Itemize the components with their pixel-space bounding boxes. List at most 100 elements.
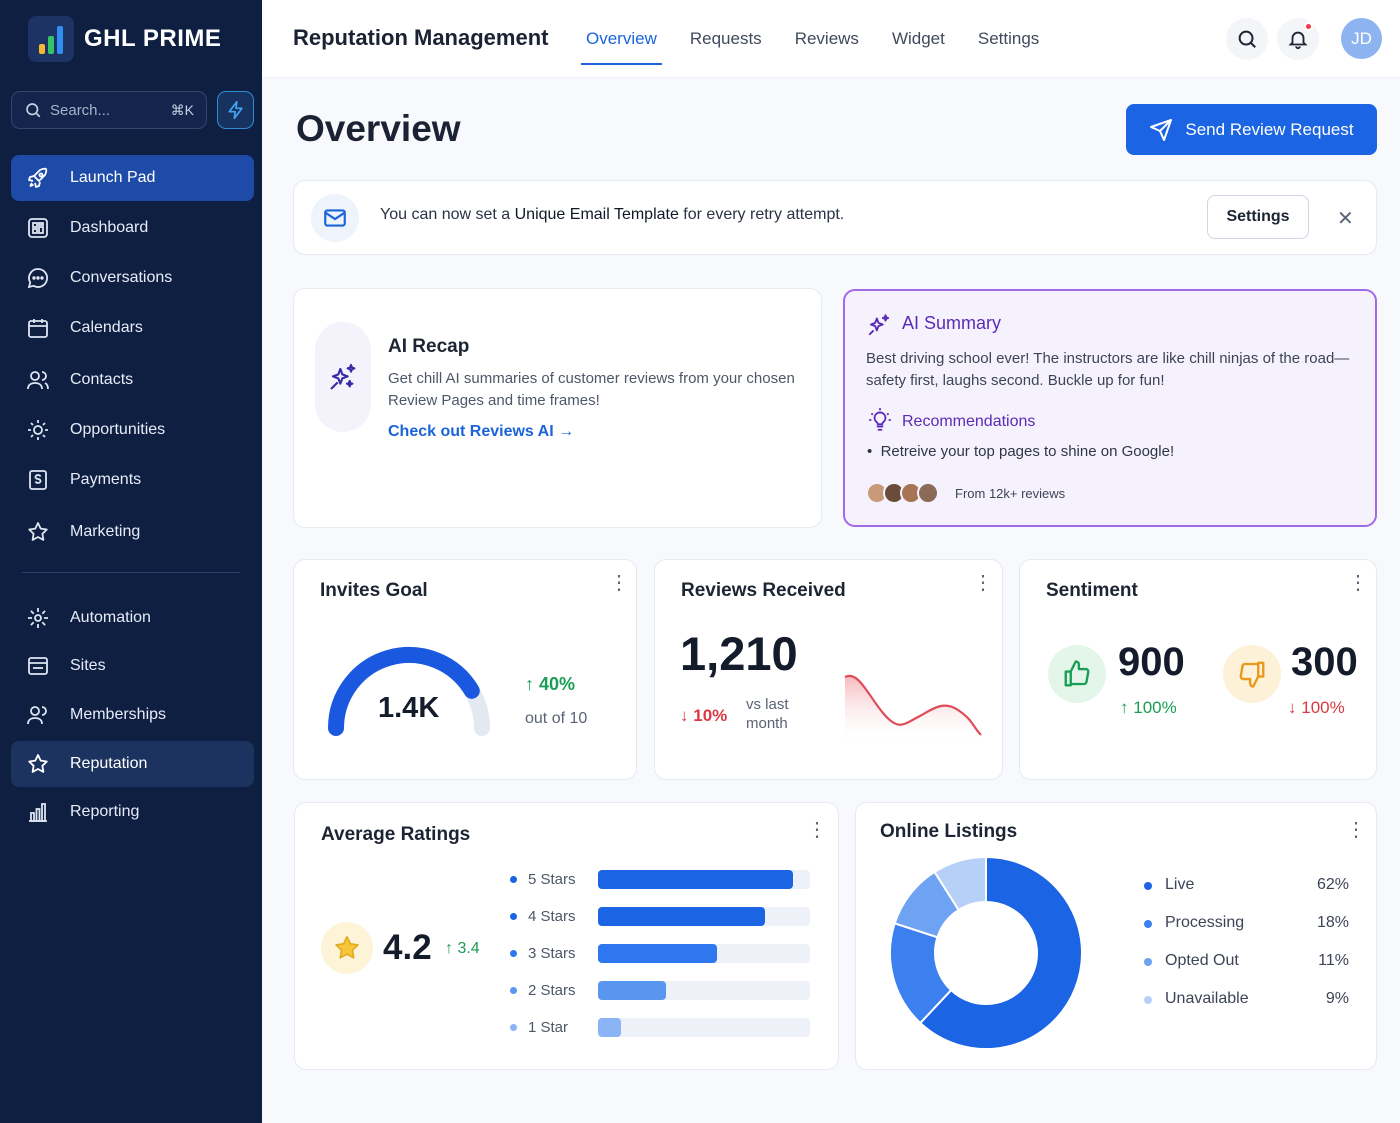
sidebar: GHL PRIME ⌘K Launch Pad Dashboard Conver…: [0, 0, 262, 1123]
sidebar-item-label: Conversations: [70, 269, 173, 286]
legend-item: Processing 18%: [1144, 914, 1349, 936]
ai-summary-card: AI Summary Best driving school ever! The…: [843, 289, 1377, 527]
positive-change: ↑ 100%: [1120, 698, 1177, 717]
rating-row: 2 Stars: [510, 980, 810, 1002]
rating-label: 2 Stars: [528, 982, 576, 999]
card-title: Invites Goal: [320, 580, 428, 601]
sparkles-icon: [868, 314, 890, 336]
legend-value: 62%: [1316, 876, 1349, 893]
average-ratings-card: Average Ratings ⋮ 4.2 ↑ 3.4 5 Stars 4 Sta…: [294, 802, 839, 1070]
sidebar-item-label: Contacts: [70, 371, 134, 388]
search-button[interactable]: [1226, 18, 1268, 60]
donut-slice: [933, 856, 987, 912]
contacts-icon: [27, 371, 49, 390]
summary-title: AI Summary: [902, 313, 1002, 333]
quick-action-button[interactable]: [217, 91, 254, 129]
legend-dot: [1144, 882, 1152, 890]
tab-widget[interactable]: Widget: [891, 29, 945, 48]
listings-donut-chart: [889, 856, 1083, 1050]
sidebar-item-label: Marketing: [70, 523, 141, 540]
brand-logo-icon: [28, 16, 74, 62]
sidebar-item-dashboard[interactable]: Dashboard: [11, 205, 254, 251]
search-input[interactable]: [50, 101, 150, 119]
sentiment-card: Sentiment ⋮ 900 ↑ 100% 300 ↓ 100%: [1019, 559, 1377, 780]
notifications-button[interactable]: [1277, 18, 1319, 60]
reviews-sparkline: [844, 674, 982, 745]
nav-primary: Launch Pad Dashboard Conversations Calen…: [11, 155, 254, 555]
banner-settings-button[interactable]: Settings: [1207, 195, 1309, 239]
tab-reviews[interactable]: Reviews: [794, 29, 859, 48]
rating-bar: [598, 944, 717, 963]
recap-title: AI Recap: [388, 336, 470, 357]
sidebar-item-marketing[interactable]: Marketing: [11, 509, 254, 555]
payments-icon: [29, 470, 47, 490]
legend-dot: [1144, 920, 1152, 928]
rating-row: 1 Star: [510, 1017, 810, 1039]
sidebar-item-label: Memberships: [70, 706, 167, 723]
invites-gauge: [328, 647, 490, 736]
sidebar-item-label: Opportunities: [70, 421, 166, 438]
card-title: Average Ratings: [321, 824, 471, 845]
tab-requests[interactable]: Requests: [689, 29, 762, 48]
send-review-request-button[interactable]: Send Review Request: [1126, 104, 1377, 155]
search-icon: [1238, 30, 1256, 48]
brand[interactable]: GHL PRIME: [28, 16, 221, 62]
negative-change: ↓ 100%: [1288, 698, 1345, 717]
legend-label: Unavailable: [1165, 990, 1249, 1007]
sidebar-item-conversations[interactable]: Conversations: [11, 255, 254, 301]
tab-settings[interactable]: Settings: [977, 29, 1040, 48]
more-options-icon[interactable]: ⋮: [1346, 819, 1366, 841]
legend-label: Processing: [1165, 914, 1245, 931]
legend-label: Opted Out: [1165, 952, 1239, 969]
sidebar-item-label: Dashboard: [70, 219, 149, 236]
invites-change: ↑ 40%: [525, 674, 576, 694]
legend-item: Opted Out 11%: [1144, 952, 1349, 974]
tab-overview[interactable]: Overview: [581, 0, 662, 78]
sidebar-item-label: Calendars: [70, 319, 143, 336]
lightbulb-icon: [869, 408, 891, 431]
close-icon[interactable]: ✕: [1337, 208, 1354, 230]
notification-dot: [1304, 22, 1313, 31]
nav-secondary: Automation Sites Memberships Reputation …: [11, 595, 254, 835]
recommendation-item: • Retreive your top pages to shine on Go…: [867, 443, 1175, 460]
invites-value: 1.4K: [378, 692, 440, 724]
sidebar-item-sites[interactable]: Sites: [11, 643, 254, 689]
more-options-icon[interactable]: ⋮: [807, 819, 827, 841]
sites-icon: [28, 657, 48, 675]
sidebar-item-reputation[interactable]: Reputation: [11, 741, 254, 787]
sidebar-item-label: Payments: [70, 471, 142, 488]
check-out-reviews-ai-link[interactable]: Check out Reviews AI →: [388, 423, 575, 440]
rating-label: 4 Stars: [528, 908, 576, 925]
rating-row: 4 Stars: [510, 906, 810, 928]
more-options-icon[interactable]: ⋮: [1348, 572, 1368, 594]
sidebar-item-launch-pad[interactable]: Launch Pad: [11, 155, 254, 201]
sidebar-item-contacts[interactable]: Contacts: [11, 357, 254, 403]
search-box[interactable]: ⌘K: [11, 91, 207, 129]
rating-bar: [598, 1018, 621, 1037]
sidebar-item-automation[interactable]: Automation: [11, 595, 254, 641]
sidebar-item-label: Reputation: [70, 755, 148, 772]
legend-value: 11%: [1318, 952, 1349, 969]
card-title: Reviews Received: [681, 580, 846, 601]
recap-description: Get chill AI summaries of customer revie…: [388, 370, 795, 409]
card-title: Sentiment: [1046, 580, 1138, 601]
sidebar-item-calendars[interactable]: Calendars: [11, 305, 254, 351]
avatar[interactable]: JD: [1341, 18, 1382, 59]
search-shortcut: ⌘K: [170, 101, 194, 118]
legend-value: 18%: [1316, 914, 1349, 931]
star-badge-icon: [321, 922, 373, 974]
send-icon: [1150, 118, 1173, 141]
rating-dot: [510, 950, 517, 957]
sidebar-item-label: Automation: [70, 609, 151, 626]
sidebar-item-payments[interactable]: Payments: [11, 457, 254, 503]
reviews-value: 1,210: [680, 627, 798, 680]
dashboard-icon: [28, 218, 48, 238]
ai-recap-card: AI Recap Get chill AI summaries of custo…: [293, 288, 822, 528]
sidebar-item-reporting[interactable]: Reporting: [11, 789, 254, 835]
more-options-icon[interactable]: ⋮: [609, 572, 629, 594]
sidebar-item-memberships[interactable]: Memberships: [11, 692, 254, 738]
more-options-icon[interactable]: ⋮: [973, 572, 993, 594]
rating-label: 3 Stars: [528, 945, 576, 962]
opportunities-icon: [28, 420, 48, 440]
sidebar-item-opportunities[interactable]: Opportunities: [11, 407, 254, 453]
